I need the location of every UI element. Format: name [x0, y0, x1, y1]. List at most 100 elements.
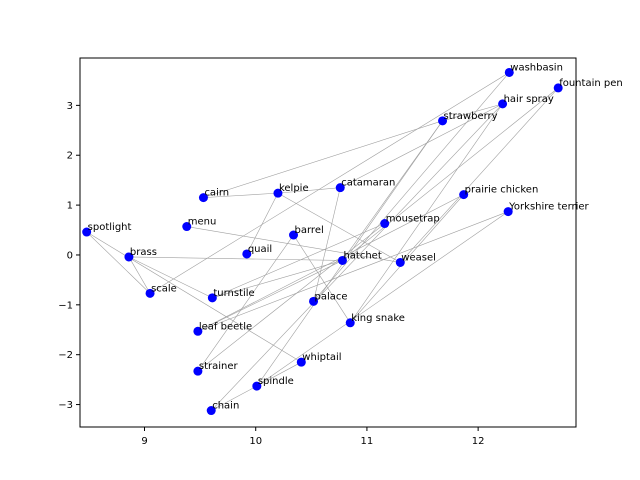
y-tick-label: 2	[67, 151, 73, 162]
data-point	[296, 357, 306, 367]
axes-frame	[79, 57, 577, 428]
edge-line	[340, 103, 503, 188]
point-label: catamaran	[341, 178, 395, 189]
edge-line	[197, 260, 343, 332]
point-label: brass	[130, 247, 157, 258]
y-tick-label: 3	[67, 101, 73, 112]
edge-line	[400, 87, 559, 263]
edge-line	[212, 223, 385, 299]
y-tick-label: −1	[58, 300, 73, 311]
y-tick-label: 0	[67, 250, 73, 261]
data-point	[193, 366, 203, 376]
edge-line	[186, 226, 401, 263]
edge-line	[293, 234, 351, 323]
data-point	[395, 257, 405, 267]
y-tick-label: −3	[58, 400, 73, 411]
x-tick-label: 12	[472, 436, 485, 447]
data-point	[273, 188, 283, 198]
data-point	[198, 193, 208, 203]
point-label: king snake	[351, 313, 405, 324]
edge-line	[342, 87, 559, 261]
point-label: cairn	[204, 188, 229, 199]
edge-line	[313, 72, 510, 302]
edge-line	[442, 103, 503, 122]
data-point	[498, 99, 508, 109]
edge-line	[128, 256, 213, 299]
points-layer	[82, 67, 563, 416]
data-point	[309, 296, 319, 306]
data-point	[553, 83, 563, 93]
point-label: turnstile	[213, 288, 254, 299]
edge-line	[313, 187, 341, 302]
data-point	[335, 183, 345, 193]
edge-line	[277, 187, 341, 194]
edge-line	[86, 231, 302, 363]
edge-line	[128, 256, 343, 261]
point-label: spotlight	[88, 222, 132, 233]
edge-line	[128, 256, 151, 294]
data-point	[345, 318, 355, 328]
point-label: kelpie	[279, 183, 309, 194]
data-point	[459, 190, 469, 200]
edge-line	[212, 260, 343, 299]
point-label: prairie chicken	[465, 185, 539, 196]
edge-line	[256, 211, 509, 387]
edges-layer	[86, 72, 559, 411]
x-tick-label: 10	[249, 436, 262, 447]
edge-line	[350, 194, 464, 323]
edge-line	[149, 72, 510, 294]
point-label: strawberry	[444, 111, 498, 122]
x-tick-label: 11	[361, 436, 374, 447]
point-label: spindle	[258, 376, 294, 387]
data-point	[504, 67, 514, 77]
edge-line	[197, 194, 464, 332]
point-label: weasel	[401, 252, 436, 263]
data-point	[182, 222, 192, 232]
data-point	[82, 227, 92, 237]
edge-line	[197, 234, 294, 372]
data-point	[252, 381, 262, 391]
point-label: hair spray	[504, 94, 554, 105]
point-label: barrel	[295, 225, 324, 236]
y-tick-label: 1	[67, 201, 73, 212]
data-point	[289, 230, 299, 240]
edge-line	[211, 103, 503, 411]
edge-line	[203, 192, 278, 198]
data-point	[438, 116, 448, 126]
edge-line	[342, 120, 443, 261]
point-label: mousetrap	[386, 214, 440, 225]
labels-layer: washbasin fountain pen hair spray strawberr…	[88, 62, 623, 411]
point-label: scale	[151, 283, 177, 294]
data-point	[337, 255, 347, 265]
point-label: quail	[248, 244, 272, 255]
data-point	[207, 293, 217, 303]
edge-line	[246, 192, 279, 255]
point-label: hatchet	[343, 250, 381, 261]
edge-line	[86, 231, 151, 294]
point-label: chain	[212, 401, 239, 412]
data-point	[380, 219, 390, 229]
point-label: Yorkshire terrier	[508, 202, 589, 213]
point-label: fountain pen	[559, 78, 623, 89]
data-point	[503, 207, 513, 217]
edge-line	[197, 211, 509, 332]
point-label: leaf beetle	[199, 321, 252, 332]
y-tick-label: −2	[58, 350, 73, 361]
point-label: palace	[315, 291, 348, 302]
data-point	[145, 288, 155, 298]
data-point	[124, 252, 134, 262]
edge-line	[277, 192, 401, 263]
edge-line	[349, 103, 503, 323]
point-label: washbasin	[510, 62, 563, 73]
point-label: strainer	[199, 361, 239, 372]
data-point	[193, 326, 203, 336]
edge-line	[203, 120, 443, 198]
data-point	[206, 406, 216, 416]
point-label: menu	[188, 217, 217, 228]
data-point	[242, 249, 252, 259]
edge-line	[256, 120, 443, 387]
x-tick-label: 9	[141, 436, 147, 447]
point-label: whiptail	[302, 352, 341, 363]
